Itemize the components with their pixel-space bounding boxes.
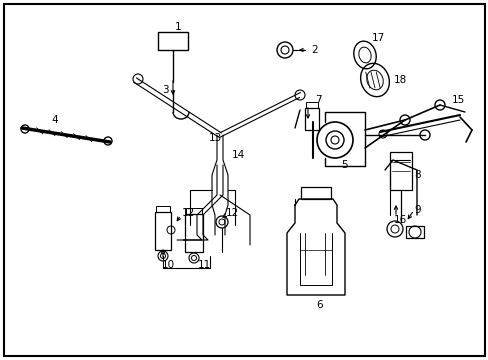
- Text: 15: 15: [450, 95, 464, 105]
- Text: 5: 5: [341, 160, 347, 170]
- Text: 1: 1: [174, 22, 181, 32]
- Text: 14: 14: [231, 150, 244, 160]
- Text: 16: 16: [392, 215, 406, 225]
- Bar: [156, 206, 170, 212]
- Bar: [305, 108, 318, 130]
- Bar: [185, 208, 202, 214]
- Text: 3: 3: [162, 85, 168, 95]
- Bar: [184, 214, 203, 252]
- Text: 4: 4: [52, 115, 58, 125]
- Bar: [305, 102, 317, 108]
- Text: 6: 6: [316, 300, 323, 310]
- Text: 12: 12: [181, 208, 194, 218]
- Bar: [301, 187, 330, 199]
- Text: 13: 13: [208, 133, 221, 143]
- Bar: [155, 212, 171, 250]
- Bar: [389, 152, 411, 190]
- Text: 17: 17: [370, 33, 384, 43]
- Text: 10: 10: [161, 260, 174, 270]
- Text: 2: 2: [311, 45, 318, 55]
- Bar: [405, 226, 423, 238]
- Text: 9: 9: [414, 205, 421, 215]
- Bar: [158, 32, 187, 50]
- Text: 18: 18: [392, 75, 406, 85]
- Text: 8: 8: [414, 170, 421, 180]
- Text: 7: 7: [314, 95, 321, 105]
- Text: 11: 11: [197, 260, 210, 270]
- Text: 12: 12: [225, 208, 238, 218]
